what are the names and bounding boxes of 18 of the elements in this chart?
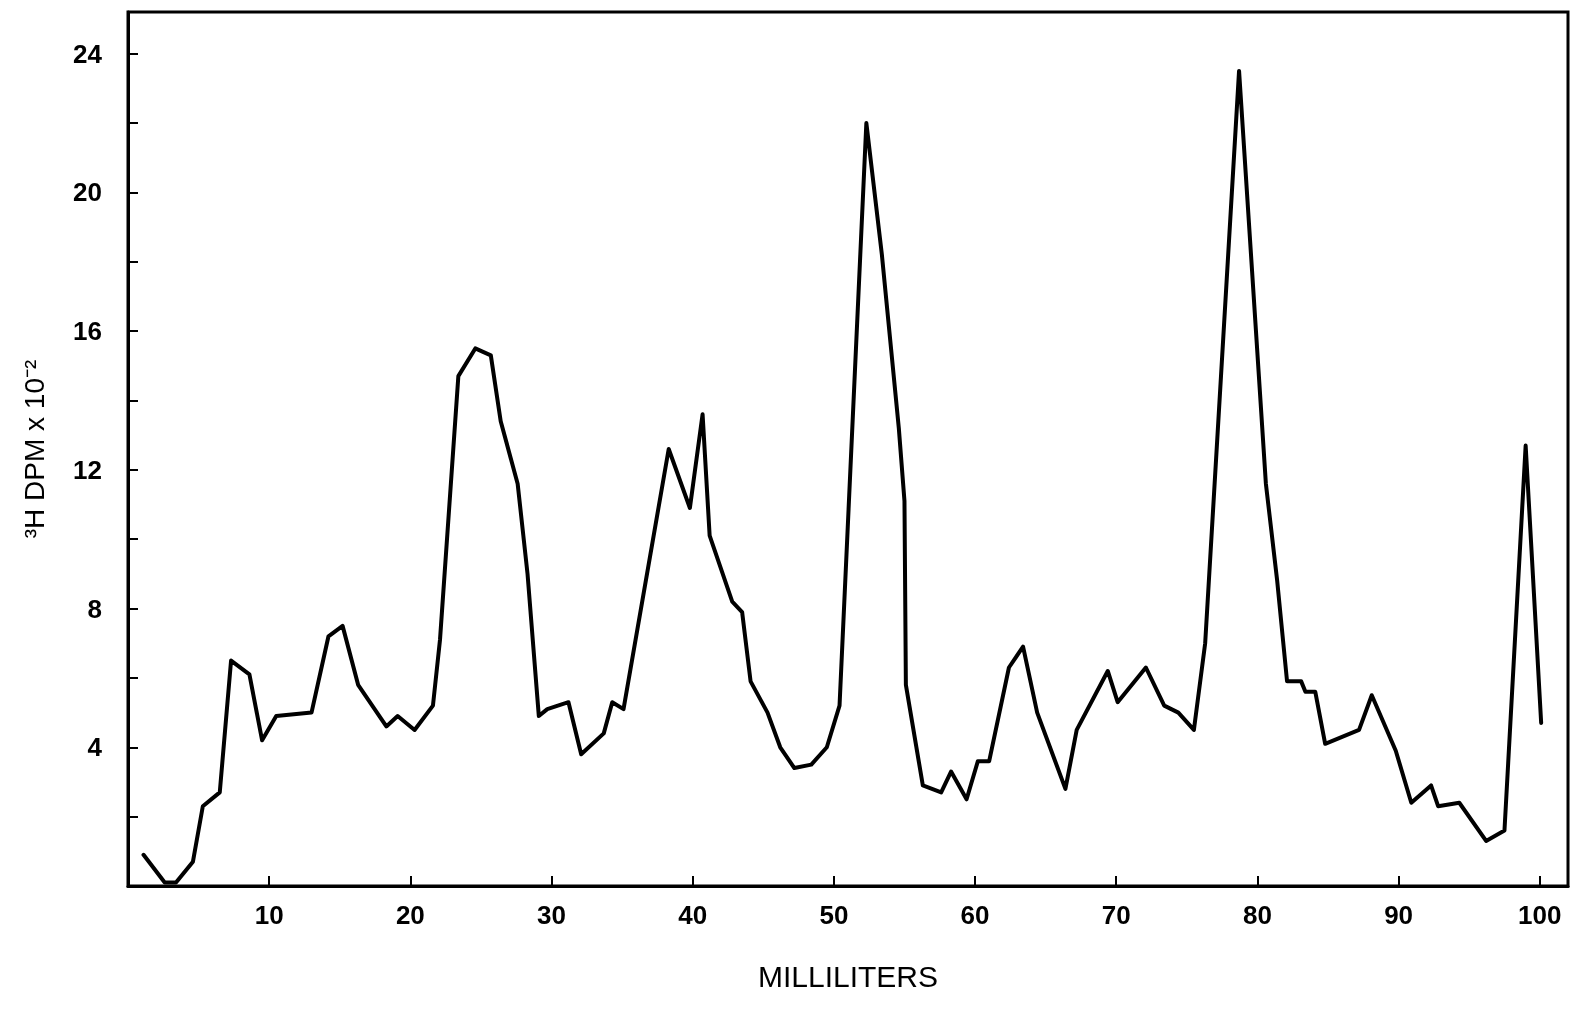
- x-tick-label: 40: [678, 900, 708, 930]
- x-tick-label: 90: [1384, 900, 1414, 930]
- x-tick-label: 50: [819, 900, 849, 930]
- x-tick-label: 70: [1101, 900, 1131, 930]
- y-tick-label: 20: [73, 177, 102, 208]
- y-tick-label: 4: [87, 732, 103, 763]
- x-tick-label: 80: [1242, 900, 1272, 930]
- y-tick-label: 8: [87, 593, 102, 624]
- y-tick-label: 24: [73, 38, 103, 69]
- x-tick-label: 20: [395, 900, 425, 930]
- x-tick-label: 10: [254, 900, 284, 930]
- y-axis-title: ³H DPM x 10⁻²: [18, 359, 50, 539]
- y-tick-label: 12: [73, 454, 102, 485]
- y-tick-label: 16: [73, 316, 102, 347]
- x-axis-title: MILLILITERS: [757, 959, 939, 993]
- x-tick-label: 100: [1518, 900, 1562, 930]
- x-tick-label: 30: [537, 900, 566, 930]
- x-tick-label: 60: [960, 900, 990, 930]
